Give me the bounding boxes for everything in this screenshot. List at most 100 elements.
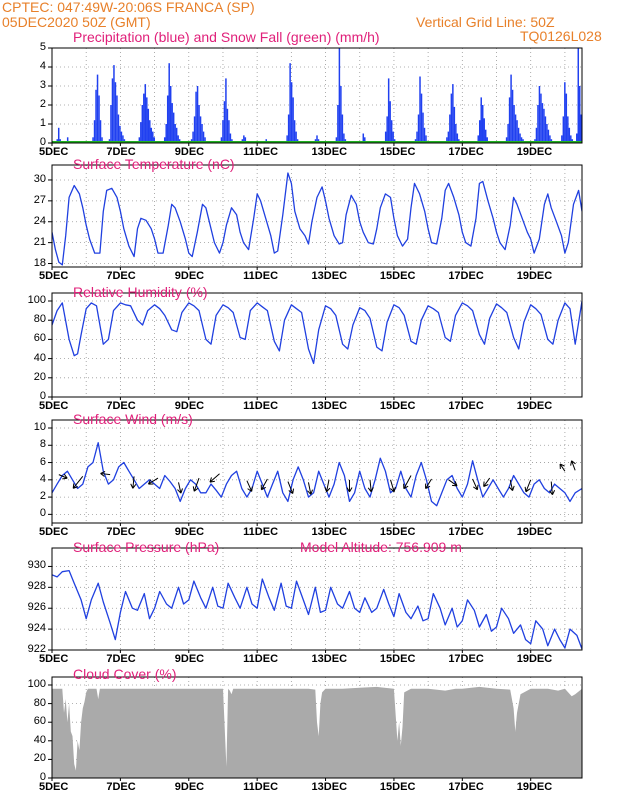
cloud-title: Cloud Cover (%) [73,666,177,682]
precip-bar-0 [340,86,342,143]
precip-data [52,48,582,143]
precip-bar-0 [425,135,427,143]
precip-bar-0 [120,131,123,143]
wind-vector-arrow [570,460,576,471]
cloud-xtick-label: 13DEC [311,781,348,793]
precip-bar-0 [519,133,521,143]
precip-bar-0 [289,63,291,143]
precip-ytick-label: 4 [39,60,46,72]
cloud-panel [48,676,583,781]
precip-bar-0 [417,114,420,143]
pres-xtick-label: 17DEC [448,653,484,665]
precip-ytick-label: 2 [39,98,46,110]
wind-xtick-label: 9DEC [174,526,205,538]
header-station: CPTEC: 047:49W-20:06S FRANCA (SP) [2,0,255,15]
precip-bar-0 [477,135,479,143]
cloud-xtick-label: 5DEC [39,781,69,793]
wind-data [52,442,582,507]
header-grid-line: Vertical Grid Line: 50Z [416,14,555,30]
precip-bar-0 [576,133,578,143]
precip-bar-0 [565,93,568,143]
precip-bar-0 [364,137,366,143]
rh-ytick-label: 20 [33,370,46,383]
precip-bar-0 [513,105,515,143]
wind-panel [48,419,583,526]
precip-bar-0 [113,65,115,143]
precip-bar-0 [543,108,545,143]
precip-bar-0 [567,116,569,143]
precip-bar-0 [387,78,390,143]
wind-xtick-label: 19DEC [516,526,553,538]
precip-xtick-label: 11DEC [243,146,279,158]
wind-xtick-label: 13DEC [311,526,348,538]
precip-bar-0 [483,118,485,143]
precip-xtick-label: 5DEC [39,146,69,158]
wind-vector-arrow [246,480,253,492]
wind-ytick-label: 8 [39,438,46,451]
rh-xtick-label: 15DEC [379,400,416,412]
pres-xtick-label: 5DEC [39,653,69,665]
wind-vector-arrow [367,479,374,493]
precip-bar-0 [114,82,117,143]
precip-bar-0 [510,74,512,143]
temp-xtick-label: 19DEC [516,270,553,282]
precip-bar-0 [152,131,154,143]
wind-series-line [52,442,582,507]
precip-bar-0 [149,120,151,143]
precip-bar-0 [338,48,341,143]
wind-vector-arrow [209,473,220,483]
pres-ytick-label: 928 [27,580,46,593]
precip-bar-0 [95,89,97,143]
precip-bar-0 [226,108,229,143]
precip-xtick-label: 17DEC [448,146,484,158]
precip-ytick-label: 5 [39,41,46,53]
precip-bar-0 [92,137,94,143]
precip-bar-0 [292,97,294,143]
precip-title: Precipitation (blue) and Snow Fall (gree… [73,29,380,45]
wind-ytick-label: 0 [39,507,46,520]
precip-bar-0 [110,105,112,143]
precip-bar-0 [538,86,541,143]
precip-bar-0 [101,137,103,143]
precip-bar-0 [146,97,148,143]
rh-data [52,300,582,365]
precip-bar-0 [165,124,167,143]
precip-bar-0 [111,78,114,143]
precip-bar-0 [520,137,523,143]
precip-bar-0 [341,114,344,143]
precip-bar-0 [116,95,118,143]
pres-title: Surface Pressure (hPa) [73,539,220,555]
temp-xtick-label: 11DEC [243,270,279,282]
temp-frame-border [51,164,583,268]
rh-ytick-label: 40 [33,351,46,364]
precip-bar-0 [343,133,345,143]
wind-vector-arrow [524,479,532,493]
precip-bar-0 [514,114,517,143]
cloud-xtick-label: 9DEC [174,781,205,793]
pres-data [52,569,582,650]
temp-xtick-label: 17DEC [448,270,484,282]
precip-bar-0 [140,122,142,143]
precip-bar-0 [392,131,394,143]
header-model-code: TQ0126L028 [520,28,602,44]
cloud-xtick-label: 19DEC [516,781,553,793]
precip-bar-0 [446,137,448,143]
precip-ytick-label: 1 [39,117,46,129]
precip-bar-0 [544,116,547,143]
temp-data [52,172,582,266]
precip-bar-0 [420,93,423,143]
wind-vector-arrow [147,477,159,485]
rh-xtick-label: 17DEC [448,400,484,412]
precip-bar-0 [286,135,288,143]
pres-ytick-label: 930 [27,559,46,572]
cloud-ytick-label: 40 [33,733,46,746]
cloud-xtick-label: 7DEC [106,781,136,793]
rh-title: Relative Humidity (%) [73,284,208,300]
precip-bar-0 [163,137,166,143]
pres-ytick-label: 922 [27,643,46,655]
precip-bar-0 [222,120,224,143]
wind-vector-arrow [192,477,200,492]
precip-bar-0 [198,105,200,143]
precip-bar-0 [119,125,121,143]
